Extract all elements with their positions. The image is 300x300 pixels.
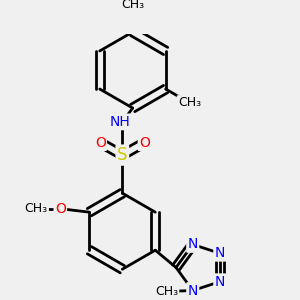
Text: O: O	[139, 136, 150, 150]
Text: O: O	[95, 136, 106, 150]
Text: CH₃: CH₃	[178, 96, 201, 110]
Text: N: N	[188, 284, 198, 298]
Text: CH₃: CH₃	[121, 0, 144, 11]
Text: CH₃: CH₃	[155, 285, 178, 298]
Text: N: N	[214, 275, 225, 289]
Text: N: N	[214, 246, 225, 260]
Text: NH: NH	[109, 115, 130, 129]
Text: S: S	[117, 146, 128, 164]
Text: N: N	[188, 238, 198, 251]
Text: CH₃: CH₃	[25, 202, 48, 215]
Text: O: O	[55, 202, 66, 216]
